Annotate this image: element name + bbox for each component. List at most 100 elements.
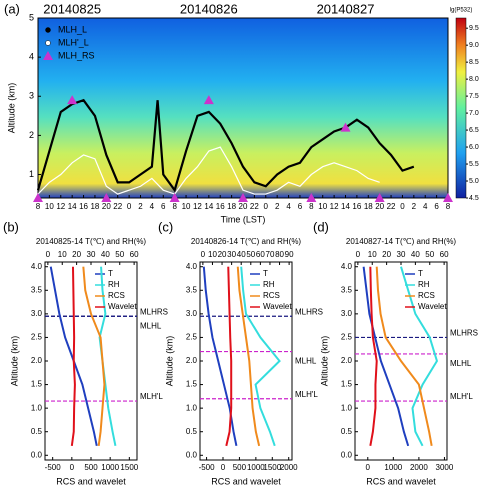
legend-label: RCS	[418, 291, 435, 300]
x2-tick-label: 30	[227, 250, 236, 259]
chart-title: 20140827-14 T(℃) and RH(%)	[346, 237, 457, 246]
x-tick-label: 0	[400, 202, 405, 211]
x2-tick-label: 20	[72, 250, 81, 259]
rs-marker	[374, 193, 385, 202]
x2-tick-label: 70	[266, 250, 275, 259]
x-tick-label: 10	[182, 202, 191, 211]
x-tick-label: 1000	[384, 463, 402, 472]
x-tick-label: 18	[90, 202, 99, 211]
x2-tick-label: 30	[87, 250, 96, 259]
y-tick-label: 2.0	[341, 356, 353, 365]
y-tick-label: 1.5	[341, 380, 353, 389]
x-tick-label: 20	[375, 202, 384, 211]
mlh-label: MLHRS	[450, 329, 478, 338]
x-tick-label: 12	[193, 202, 202, 211]
y-tick-label: 1.5	[31, 380, 43, 389]
x-tick-label: 16	[352, 202, 361, 211]
y-tick-label: 4.0	[341, 262, 353, 271]
rs-marker	[33, 193, 43, 202]
mlh-label: MLH'L	[450, 392, 473, 401]
x-tick-label: 4	[286, 202, 291, 211]
y-tick-label: 0.0	[186, 450, 198, 459]
mlh-label: MLHRS	[295, 307, 323, 316]
mlh-label: MLHL	[140, 321, 162, 330]
mlh-label: MLHRS	[140, 307, 168, 316]
x2-tick-label: 10	[58, 250, 67, 259]
x2-tick-label: 0	[46, 250, 51, 259]
date-label: 20140825	[43, 1, 101, 16]
x-tick-label: 0	[127, 202, 132, 211]
panel-label: (a)	[4, 1, 20, 16]
x2-tick-label: 60	[130, 250, 139, 259]
profile-line	[236, 266, 261, 447]
profile-line	[400, 266, 439, 447]
x-tick-label: 8	[446, 202, 451, 211]
y-tick-label: 3.5	[341, 285, 353, 294]
x-tick-label: 12	[330, 202, 339, 211]
legend-label: RH	[263, 280, 275, 289]
profile-line	[240, 266, 281, 447]
y-axis-label: Altitude (km)	[9, 336, 19, 387]
x-tick-label: 14	[204, 202, 213, 211]
x2-tick-label: 80	[275, 250, 284, 259]
x-tick-label: 18	[227, 202, 236, 211]
panel-label: (b)	[3, 219, 19, 234]
x-tick-label: 8	[36, 202, 41, 211]
legend-label: Wavelet	[263, 302, 292, 311]
x-tick-label: 4	[150, 202, 155, 211]
legend-symbol	[45, 27, 51, 33]
y-tick-label: 0.5	[31, 427, 43, 436]
x-tick-label: 8	[309, 202, 314, 211]
y-tick-label: 4.0	[186, 262, 198, 271]
profile-line	[202, 266, 238, 447]
legend-label: RH	[418, 280, 430, 289]
x2-tick-label: 10	[368, 250, 377, 259]
x2-tick-label: 40	[237, 250, 246, 259]
x-tick-label: 500	[84, 463, 98, 472]
rs-marker	[443, 193, 453, 202]
y-tick-label: 0.5	[341, 427, 353, 436]
y-tick-label: 0.0	[31, 450, 43, 459]
y-tick-label: 3.5	[186, 285, 198, 294]
profile-line	[82, 266, 106, 446]
legend-label: Wavelet	[418, 302, 447, 311]
profile-line	[70, 266, 76, 446]
x-tick-label: 1000	[247, 463, 265, 472]
x-tick-label: 2000	[280, 463, 298, 472]
legend-label: MLH'_L	[58, 37, 89, 47]
colorbar-tick-label: 9.5	[469, 25, 479, 32]
y-tick-label: 1	[29, 169, 34, 179]
colorbar-tick-label: 6.0	[469, 144, 479, 151]
y-tick-label: 0.0	[341, 450, 353, 459]
chart-title: 20140825-14 T(℃) and RH(%)	[36, 237, 147, 246]
x-axis-label: RCS and wavelet	[56, 476, 126, 486]
y-axis-label: Altitude (km)	[319, 336, 329, 387]
x-tick-label: 6	[161, 202, 166, 211]
x-tick-label: 22	[250, 202, 259, 211]
rs-marker	[67, 95, 78, 105]
y-tick-label: 3.5	[31, 285, 43, 294]
x-tick-label: 14	[68, 202, 77, 211]
y-tick-label: 0.5	[186, 427, 198, 436]
rs-marker	[101, 193, 112, 202]
rs-marker	[169, 193, 180, 202]
x-tick-label: 2	[412, 202, 417, 211]
legend-label: MLH_L	[58, 24, 87, 34]
colorbar-tick-label: 7.0	[469, 110, 479, 117]
y-tick-label: 1.0	[31, 403, 43, 412]
x-axis-label: RCS and wavelet	[211, 476, 281, 486]
x2-tick-label: 0	[201, 250, 206, 259]
x2-tick-label: 60	[256, 250, 265, 259]
x-tick-label: 4	[423, 202, 428, 211]
x-tick-label: 18	[364, 202, 373, 211]
y-tick-label: 2.0	[186, 356, 198, 365]
x-tick-label: 0	[366, 463, 371, 472]
colorbar-tick-label: 5.5	[469, 161, 479, 168]
y-tick-label: 4.0	[31, 262, 43, 271]
legend-label: RCS	[108, 291, 125, 300]
profile-line	[375, 266, 433, 447]
x-tick-label: 10	[45, 202, 54, 211]
x-tick-label: -500	[199, 463, 216, 472]
x-tick-label: 6	[298, 202, 303, 211]
colorbar-tick-label: 5.0	[469, 178, 479, 185]
